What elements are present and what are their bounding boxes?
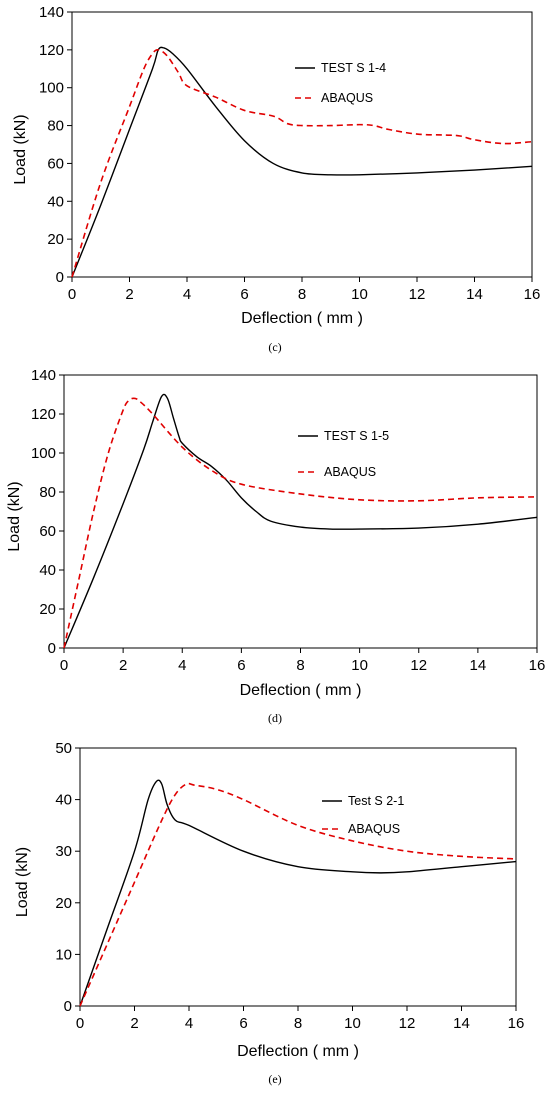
plot-frame	[71, 11, 533, 278]
legend-label: ABAQUS	[321, 91, 373, 105]
x-tick-label: 10	[344, 1015, 361, 1032]
x-axis-label: Deflection ( mm )	[241, 310, 363, 327]
series-line-abaqus	[71, 49, 533, 278]
x-axis-label: Deflection ( mm )	[240, 682, 362, 699]
x-tick-label: 6	[237, 657, 245, 674]
chart-panel-2: 0 2 4 6 8 10 12 14 16 0 20 40 60 80 100 120 140 Deflectio…	[6, 367, 545, 725]
x-tick-label: 2	[125, 286, 133, 303]
y-tick-label: 0	[64, 998, 72, 1015]
series-line-test	[79, 779, 517, 1007]
legend-label: Test S 2-1	[348, 794, 404, 808]
y-tick-label: 120	[39, 42, 64, 59]
y-tick-label: 20	[55, 895, 72, 912]
figure-caption: (c)	[268, 340, 281, 354]
y-tick-label: 120	[31, 406, 56, 423]
series-line-abaqus	[79, 782, 517, 1007]
y-tick-label: 60	[39, 523, 56, 540]
x-tick-label: 0	[76, 1015, 84, 1032]
x-tick-label: 2	[130, 1015, 138, 1032]
x-tick-label: 4	[178, 657, 186, 674]
x-tick-label: 4	[185, 1015, 193, 1032]
y-tick-label: 30	[55, 843, 72, 860]
x-tick-label: 16	[524, 286, 541, 303]
x-tick-label: 14	[470, 657, 487, 674]
y-tick-label: 100	[31, 445, 56, 462]
x-tick-label: 6	[240, 286, 248, 303]
y-tick-label: 40	[55, 792, 72, 809]
y-axis-label: Load (kN)	[12, 114, 29, 184]
chart-panel-3: 0 2 4 6 8 10 12 14 16 0 10 20 30 40 50 Deflection ( mm …	[14, 740, 524, 1086]
x-tick-label: 0	[60, 657, 68, 674]
x-axis-label: Deflection ( mm )	[237, 1043, 359, 1060]
x-tick-label: 8	[296, 657, 304, 674]
x-tick-label: 2	[119, 657, 127, 674]
series-line-abaqus	[63, 397, 538, 649]
x-tick-label: 16	[529, 657, 546, 674]
figure-caption: (e)	[268, 1072, 281, 1086]
chart-panel-1: 0 2 4 6 8 10 12 14 16 0 20 40 60 80 100 120 140 Deflectio…	[12, 4, 540, 354]
y-tick-label: 10	[55, 946, 72, 963]
x-tick-label: 8	[298, 286, 306, 303]
y-tick-label: 100	[39, 80, 64, 97]
x-tick-label: 12	[410, 657, 427, 674]
y-tick-label: 140	[31, 367, 56, 384]
x-tick-label: 16	[508, 1015, 525, 1032]
figure-caption: (d)	[268, 711, 282, 725]
legend-label: ABAQUS	[324, 465, 376, 479]
x-tick-label: 14	[466, 286, 483, 303]
y-tick-label: 60	[47, 155, 64, 172]
x-tick-label: 10	[351, 657, 368, 674]
x-tick-label: 8	[294, 1015, 302, 1032]
plot-frame	[63, 374, 538, 649]
x-tick-label: 0	[68, 286, 76, 303]
x-tick-label: 14	[453, 1015, 470, 1032]
plot-frame	[79, 747, 517, 1007]
legend-label: ABAQUS	[348, 822, 400, 836]
y-axis-label: Load (kN)	[6, 481, 23, 551]
y-tick-label: 0	[48, 640, 56, 657]
y-tick-label: 80	[39, 484, 56, 501]
y-tick-label: 20	[47, 231, 64, 248]
y-tick-label: 0	[56, 269, 64, 286]
y-tick-label: 140	[39, 4, 64, 21]
x-tick-label: 4	[183, 286, 191, 303]
y-tick-label: 40	[39, 562, 56, 579]
x-tick-label: 12	[399, 1015, 416, 1032]
x-tick-label: 6	[239, 1015, 247, 1032]
y-tick-label: 80	[47, 118, 64, 135]
series-line-test	[63, 393, 538, 649]
y-tick-label: 20	[39, 601, 56, 618]
y-tick-label: 50	[55, 740, 72, 757]
x-tick-label: 10	[351, 286, 368, 303]
y-tick-label: 40	[47, 193, 64, 210]
legend-label: TEST S 1-4	[321, 61, 386, 75]
series-line-test	[71, 46, 533, 278]
legend-label: TEST S 1-5	[324, 429, 389, 443]
y-axis-label: Load (kN)	[14, 847, 31, 917]
x-tick-label: 12	[409, 286, 426, 303]
